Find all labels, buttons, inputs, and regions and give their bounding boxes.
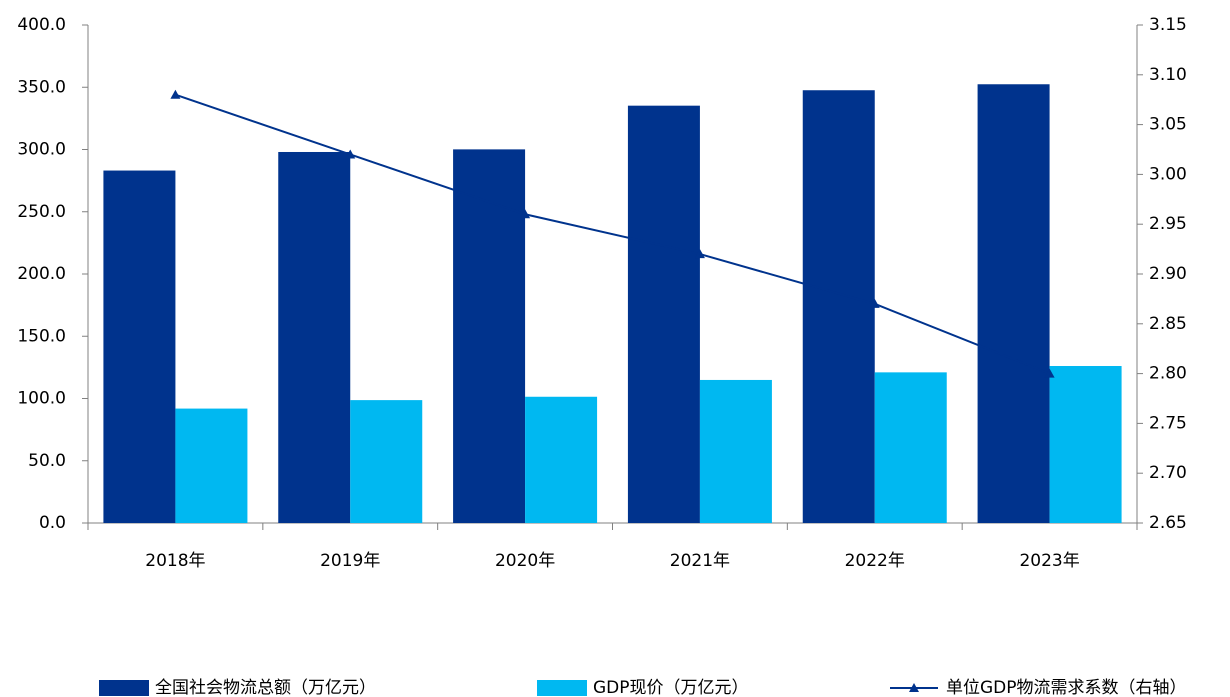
- y2-tick-label: 2.65: [1149, 513, 1187, 533]
- line: [175, 93, 1050, 375]
- y2-tick-label: 2.95: [1149, 214, 1187, 234]
- y2-tick-label: 3.10: [1149, 65, 1187, 85]
- bar: [453, 149, 526, 524]
- y-tick-label: 250.0: [17, 202, 66, 222]
- y-tick-label: 400.0: [17, 15, 66, 35]
- line-marker: [345, 149, 356, 159]
- y2-tick-label: 2.70: [1149, 463, 1187, 483]
- legend-label: GDP现价（万亿元）: [593, 678, 749, 697]
- legend-label: 全国社会物流总额（万亿元）: [155, 678, 376, 697]
- bar: [350, 400, 423, 523]
- x-tick-label: 2022年: [845, 551, 905, 571]
- line-marker: [520, 209, 531, 219]
- y-tick-label: 100.0: [17, 389, 66, 409]
- y-tick-label: 150.0: [17, 326, 66, 346]
- y2-tick-label: 2.80: [1149, 364, 1187, 384]
- y2-tick-label: 2.75: [1149, 413, 1187, 433]
- y2-tick-label: 3.15: [1149, 15, 1187, 35]
- bar: [874, 372, 947, 523]
- legend-marker: [909, 683, 919, 692]
- line-marker: [694, 249, 705, 259]
- y-tick-label: 350.0: [17, 77, 66, 97]
- y2-tick-label: 3.05: [1149, 115, 1187, 135]
- x-tick-label: 2019年: [320, 551, 380, 571]
- bar: [278, 151, 351, 524]
- x-tick-label: 2018年: [145, 551, 205, 571]
- y-tick-label: 0.0: [39, 513, 66, 533]
- bar: [977, 84, 1050, 524]
- line-marker: [869, 298, 880, 308]
- y-tick-label: 50.0: [28, 451, 66, 471]
- legend-swatch: [537, 680, 587, 696]
- bar: [175, 408, 248, 523]
- x-tick-label: 2021年: [670, 551, 730, 571]
- bar: [525, 396, 598, 523]
- y-tick-label: 300.0: [17, 140, 66, 160]
- legend-label: 单位GDP物流需求系数（右轴）: [946, 678, 1187, 697]
- x-tick-label: 2023年: [1019, 551, 1079, 571]
- bar: [627, 105, 700, 524]
- x-tick-label: 2020年: [495, 551, 555, 571]
- y2-tick-label: 2.90: [1149, 264, 1187, 284]
- bar: [802, 90, 875, 523]
- y-tick-label: 200.0: [17, 264, 66, 284]
- y2-tick-label: 2.85: [1149, 314, 1187, 334]
- line-marker: [170, 89, 181, 99]
- bar: [699, 379, 772, 523]
- legend-swatch: [99, 680, 149, 696]
- y2-tick-label: 3.00: [1149, 164, 1187, 184]
- line-marker: [1044, 368, 1055, 378]
- bar: [1049, 366, 1122, 523]
- bar: [103, 170, 176, 523]
